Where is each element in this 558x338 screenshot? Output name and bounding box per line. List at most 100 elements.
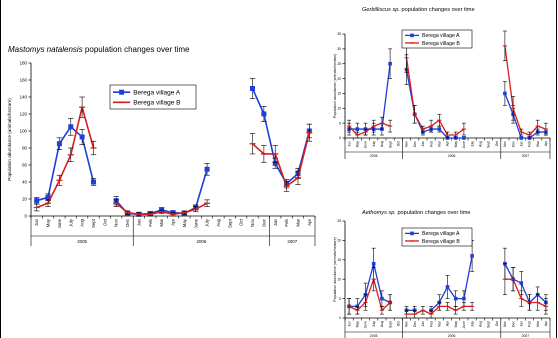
chart-1: Mastomys natalensis population changes o… <box>7 45 316 246</box>
data-point <box>371 261 376 266</box>
legend: Berega village A Berega village B <box>109 84 197 110</box>
x-tick-label: Apr <box>544 320 548 326</box>
x-tick-label: Sept <box>388 141 392 148</box>
x-tick-label: Jan <box>421 321 425 327</box>
chart-title-rest: population changes over time <box>396 210 471 216</box>
data-point <box>453 296 458 301</box>
year-label: 2007 <box>522 154 530 158</box>
data-point <box>380 296 384 301</box>
y-tick-label: 0 <box>25 214 28 219</box>
series-line <box>405 69 464 139</box>
y-tick-label: 0 <box>339 316 341 320</box>
series-line <box>349 63 391 130</box>
x-tick-label: Nov <box>405 321 409 327</box>
data-point <box>503 91 507 96</box>
x-tick-label: July <box>205 218 210 227</box>
chart-title-species: Mastomys natalensis <box>8 45 83 54</box>
series-line <box>504 45 547 136</box>
series-line <box>430 255 473 311</box>
data-point <box>45 194 51 200</box>
series-line <box>251 88 311 185</box>
x-tick-label: Nov <box>114 218 119 227</box>
year-label: 2007 <box>287 239 297 244</box>
y-tick-label: 15 <box>337 92 341 96</box>
year-label: 2005 <box>370 334 378 338</box>
year-label: 2007 <box>522 334 530 338</box>
y-tick-label: 15 <box>337 258 341 262</box>
data-point <box>204 166 210 172</box>
x-tick-label: June <box>462 321 466 328</box>
x-tick-label: May <box>454 141 458 148</box>
year-label: 2006 <box>197 239 207 244</box>
x-tick-label: June <box>57 218 62 228</box>
y-tick-label: 5 <box>339 297 341 301</box>
chart-title-species: Gerbilliscus sp. <box>362 7 400 13</box>
x-tick-label: Sept <box>227 218 232 228</box>
chart-title: Aethomys sp. population changes over tim… <box>361 210 471 216</box>
data-point <box>272 160 278 166</box>
data-point <box>388 61 392 66</box>
x-tick-label: June <box>193 218 198 228</box>
x-tick-label: Sept <box>487 141 491 148</box>
data-point <box>519 281 524 285</box>
legend-marker <box>410 33 414 38</box>
legend-box <box>401 227 473 247</box>
x-tick-label: Feb <box>528 321 532 327</box>
legend: Berega village A Berega village B <box>401 29 473 49</box>
legend-label: Berega village B <box>133 100 180 107</box>
x-tick-label: Aug <box>380 141 384 147</box>
y-tick-label: 60 <box>22 163 27 168</box>
data-point <box>470 254 474 258</box>
x-tick-label: Jan <box>421 141 425 147</box>
x-tick-label: May <box>355 321 359 328</box>
x-tick-label: Aug <box>478 321 482 327</box>
x-tick-label: Oct <box>495 141 499 146</box>
chart-title: Gerbilliscus sp. population changes over… <box>362 7 475 13</box>
x-tick-label: Oct <box>396 321 400 326</box>
x-tick-label: Oct <box>102 218 107 226</box>
legend-label: Berega village A <box>422 231 460 237</box>
y-tick-label: 180 <box>20 61 28 66</box>
x-tick-label: Oct <box>239 218 244 226</box>
x-tick-label: May <box>46 218 51 227</box>
x-tick-label: Sept <box>91 218 96 228</box>
x-tick-label: Jun <box>347 321 351 327</box>
legend-marker <box>119 89 125 95</box>
year-label: 2005 <box>77 239 87 244</box>
series-village-a <box>347 48 548 140</box>
x-tick-label: Dec <box>413 141 417 147</box>
chart-title: Mastomys natalensis population changes o… <box>8 45 190 54</box>
y-tick-label: 0 <box>339 136 341 140</box>
x-tick-label: Nov <box>503 321 507 327</box>
chart-title-species: Aethomys sp. <box>361 210 396 216</box>
chart-2: Gerbilliscus sp. population changes over… <box>333 7 551 159</box>
data-point <box>445 285 450 289</box>
legend-box <box>109 84 197 110</box>
chart-title-rest: population changes over time <box>400 7 475 13</box>
data-point <box>519 136 524 140</box>
x-tick-label: Mar <box>437 140 441 147</box>
y-tick-label: 40 <box>22 180 27 185</box>
data-point <box>79 134 85 140</box>
series-village-b <box>33 96 313 217</box>
x-tick-label: May <box>454 321 458 328</box>
legend: Berega village A Berega village B <box>401 227 473 247</box>
y-tick-label: 120 <box>20 112 28 117</box>
series-village-b <box>346 263 549 319</box>
x-tick-label: Sept <box>388 321 392 328</box>
y-axis-label: Population abundance (animals/hectare) <box>7 98 12 181</box>
data-point <box>68 124 74 130</box>
x-tick-label: Feb <box>429 141 433 147</box>
series-line <box>36 125 95 202</box>
x-tick-label: Mar <box>159 218 164 226</box>
x-tick-label: Mar <box>296 218 301 226</box>
series-line <box>348 278 391 311</box>
chart-3: Aethomys sp. population changes over tim… <box>333 210 551 338</box>
series-line <box>36 106 95 209</box>
x-tick-label: Dec <box>511 321 515 327</box>
x-tick-label: Feb <box>148 218 153 226</box>
x-tick-label: Dec <box>511 141 515 147</box>
x-tick-label: June <box>364 321 368 328</box>
x-tick-label: Aug <box>216 218 221 226</box>
